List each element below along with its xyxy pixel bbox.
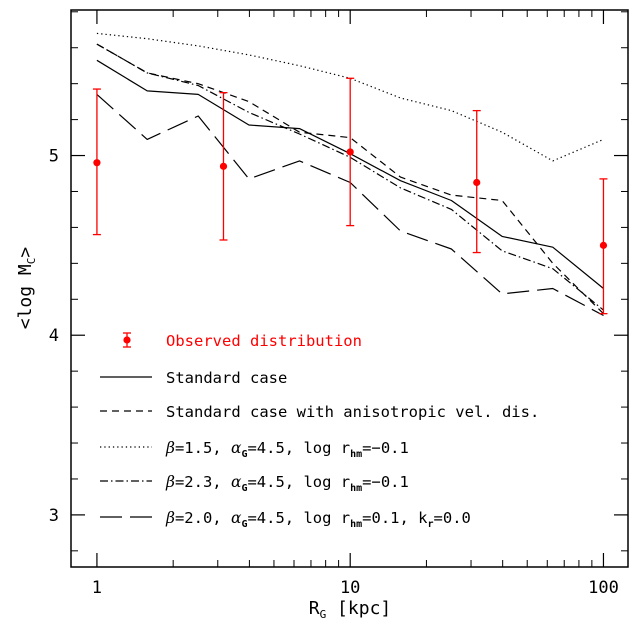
legend-label-part: α [231,439,242,457]
plot-frame [70,9,629,568]
legend-label-part: Observed distribution [166,332,362,350]
legend-label-part: G [241,449,247,460]
legend-item: β=2.3, αG=4.5, log rhm=−0.1 [100,473,409,494]
legend-label-part: α [231,509,242,527]
legend-label-part: =2.3, [175,473,231,491]
legend-label: Standard case [166,369,287,387]
y-axis-title-open: <log M [15,264,36,329]
x-axis-title-main: R [309,598,320,619]
legend-label-part: =1.5, [175,439,231,457]
legend-label-part: G [241,483,247,494]
x-axis-title: RG [kpc] [309,598,392,621]
legend-label-part: Standard case with anisotropic vel. dis. [166,403,539,421]
legend-label-part: β [165,473,175,491]
observed-point [473,178,481,187]
legend-label: Standard case with anisotropic vel. dis. [166,403,539,421]
axis-ticks: 1 10 100 3 4 5 [49,10,628,598]
observed-group [92,77,608,315]
legend-marker-point [123,336,131,344]
x-axis-title-unit: [kpc] [326,598,391,619]
legend-item: β=1.5, αG=4.5, log rhm=−0.1 [100,439,409,460]
legend-label-part: =4.5, log r [247,473,350,491]
legend-label-part: =4.5, log r [247,509,350,527]
legend-item: β=2.0, αG=4.5, log rhm=0.1, kr=0.0 [100,509,471,530]
observed-point [93,159,101,167]
legend-label-part: hm [350,483,362,494]
legend-label-part: β [165,439,175,457]
y-tick-label: 4 [49,326,59,346]
legend-label-part: =0.0 [434,509,471,527]
series-line-dashdot [96,43,604,311]
legend-label-part: β [165,509,175,527]
y-tick-label: 3 [49,506,59,526]
y-tick-label: 5 [49,147,59,167]
legend-label-part: =−0.1 [362,473,409,491]
observed-point [346,148,354,156]
legend-label: β=2.0, αG=4.5, log rhm=0.1, kr=0.0 [165,509,471,530]
legend-item: Standard case with anisotropic vel. dis. [100,403,539,421]
observed-point [599,241,608,249]
legend-label-part: r [428,519,434,530]
legend-label-part: =4.5, log r [247,439,350,457]
x-axis-title-sub: G [320,608,327,621]
legend-label-part: =−0.1 [362,439,409,457]
observed-point [219,162,228,170]
legend-label-part: hm [350,449,362,460]
y-axis-title: <log MC> [15,247,38,330]
x-tick-label: 100 [588,578,619,598]
legend-label-part: G [241,519,247,530]
y-axis-title-sub: C [25,258,38,265]
legend-label: β=1.5, αG=4.5, log rhm=−0.1 [165,439,409,460]
legend-item: Standard case [100,369,287,387]
x-tick-label: 1 [92,578,102,598]
legend-label-part: =0.1, k [362,509,428,527]
legend-label: β=2.3, αG=4.5, log rhm=−0.1 [165,473,409,494]
legend: Observed distribution Standard case Standa… [100,332,539,530]
legend-label-part: hm [350,519,362,530]
legend-label-part: =2.0, [175,509,231,527]
legend-label: Observed distribution [166,332,362,350]
y-axis-title-close: > [15,247,36,258]
legend-label-part: Standard case [166,369,287,387]
series-line-dashed [96,43,604,315]
legend-item: Observed distribution [123,332,362,350]
x-tick-label: 10 [340,578,360,598]
legend-label-part: α [231,473,242,491]
